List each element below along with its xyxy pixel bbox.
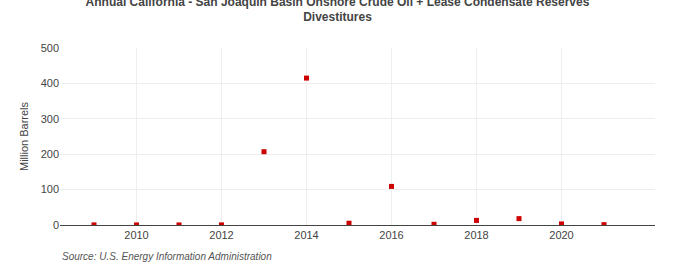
svg-text:100: 100: [41, 183, 59, 195]
svg-text:2018: 2018: [464, 229, 488, 241]
svg-text:Million Barrels: Million Barrels: [18, 101, 30, 171]
svg-text:2016: 2016: [379, 229, 403, 241]
svg-text:2010: 2010: [124, 229, 148, 241]
svg-text:2012: 2012: [209, 229, 233, 241]
svg-text:2014: 2014: [294, 229, 318, 241]
svg-text:Source: U.S. Energy Informatio: Source: U.S. Energy Information Administ…: [62, 251, 272, 262]
svg-text:400: 400: [41, 77, 59, 89]
svg-text:200: 200: [41, 148, 59, 160]
svg-text:Annual California - San Joaqui: Annual California - San Joaquin Basin On…: [86, 0, 590, 24]
svg-text:2020: 2020: [549, 229, 573, 241]
svg-text:300: 300: [41, 113, 59, 125]
svg-text:0: 0: [53, 219, 59, 231]
svg-text:500: 500: [41, 42, 59, 54]
